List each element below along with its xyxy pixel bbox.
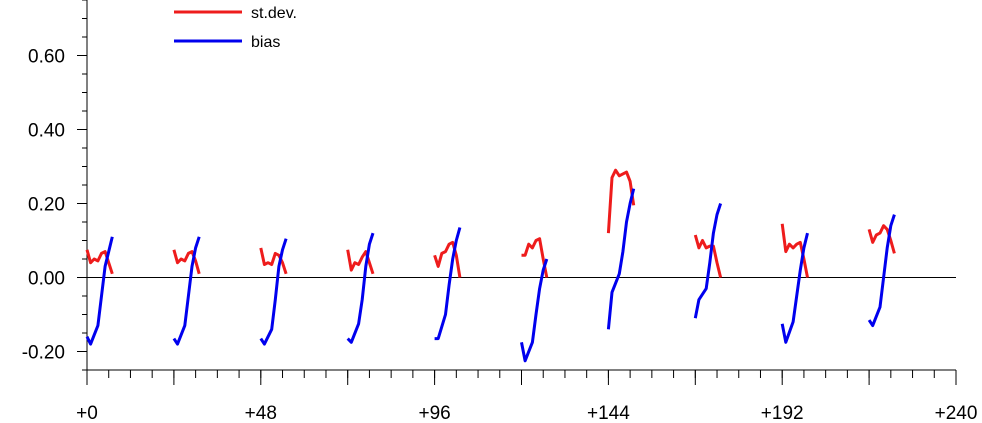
legend-label-stdev: st.dev. (251, 5, 297, 22)
y-tick-label: 0.60 (28, 47, 65, 68)
series-line-bias (172, 236, 201, 346)
series-line-bias (434, 227, 462, 341)
series-line-bias (780, 232, 809, 344)
series-line-bias (85, 236, 114, 346)
series-line-stdev (259, 247, 288, 275)
legend: st.dev. bias (174, 5, 297, 51)
x-tick-label: +96 (418, 403, 450, 423)
series-line-bias (867, 214, 896, 328)
series-line-stdev (606, 168, 636, 234)
series-line-stdev (346, 249, 375, 275)
series-line-stdev (172, 249, 201, 275)
series-line-bias (606, 188, 636, 330)
series-line-bias (693, 203, 723, 319)
y-tick-label: -0.20 (22, 343, 65, 364)
legend-label-bias: bias (251, 34, 280, 51)
series-line-stdev (85, 249, 114, 275)
y-tick-label: 0.20 (28, 195, 65, 216)
x-tick-label: +192 (761, 403, 804, 423)
series-line-stdev (521, 237, 549, 278)
y-tick-label: 0.40 (28, 121, 65, 142)
x-tick-label: +144 (587, 403, 630, 423)
y-tick-label: 0.00 (28, 269, 65, 290)
plot-area (85, 168, 896, 363)
axes: -0.20 0.00 0.20 0.40 0.60 +0 +48 +96 +144 +192 +24… (22, 0, 978, 423)
series-line-bias (520, 258, 549, 363)
series-line-stdev (433, 240, 462, 278)
x-tick-label: +240 (935, 403, 978, 423)
x-tick-label: +0 (76, 403, 98, 423)
x-tick-label: +48 (245, 403, 277, 423)
series-line-bias (346, 232, 375, 344)
series-line-bias (259, 238, 288, 346)
series-line-stdev (693, 234, 723, 278)
